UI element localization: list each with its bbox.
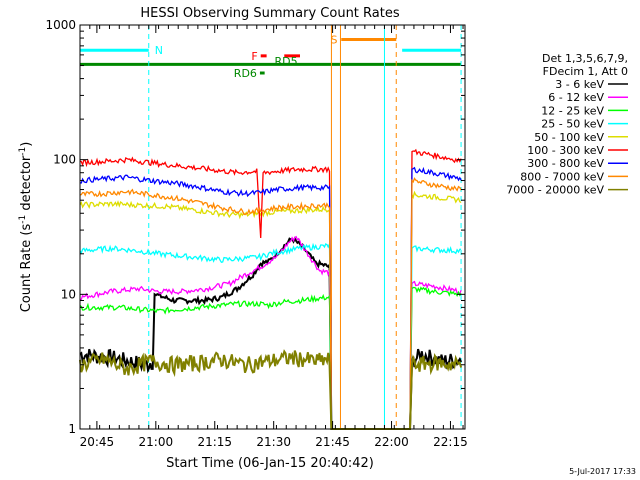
series-line-4	[79, 190, 462, 430]
x-axis-ticks: 20:45 21:00 21:15 21:30 21:45 22:00 22:15	[79, 25, 468, 449]
flag-label-rd5: RD5	[274, 55, 297, 68]
y-tick-label-3: 1000	[45, 18, 76, 32]
series-lines	[79, 148, 463, 430]
legend-header-1: FDecim 1, Att 0	[543, 65, 628, 78]
series-line-1	[79, 235, 462, 430]
flag-label-rd6: RD6	[234, 67, 257, 80]
flag-label-f: F	[251, 50, 257, 63]
series-line-3	[79, 242, 462, 430]
flag-bars: N S F RD5 RD6	[80, 34, 462, 80]
legend-entry-5: 100 - 300 keV	[527, 144, 604, 157]
legend-entry-2: 12 - 25 keV	[541, 104, 604, 117]
legend-entry-8: 7000 - 20000 keV	[506, 184, 604, 197]
legend-entry-1: 6 - 12 keV	[548, 91, 604, 104]
y-tick-label-0: 1	[68, 422, 76, 436]
legend-entry-3: 25 - 50 keV	[541, 118, 604, 131]
plot-frame	[79, 24, 466, 430]
x-tick-label-0: 20:45	[80, 435, 115, 449]
flag-label-n: N	[155, 44, 163, 57]
x-tick-label-5: 22:00	[374, 435, 409, 449]
x-tick-label-3: 21:30	[256, 435, 291, 449]
x-axis-label: Start Time (06-Jan-15 20:40:42)	[166, 456, 374, 471]
series-line-0	[79, 236, 463, 430]
y-tick-label-2: 100	[53, 153, 76, 167]
legend-entry-6: 300 - 800 keV	[527, 157, 604, 170]
legend-entry-4: 50 - 100 keV	[534, 131, 604, 144]
legend-entry-0: 3 - 6 keV	[555, 78, 604, 91]
flag-label-s: S	[330, 34, 337, 47]
y-tick-label-1: 10	[61, 287, 76, 301]
x-tick-label-4: 21:45	[315, 435, 350, 449]
x-tick-label-1: 21:00	[139, 435, 174, 449]
legend-entry-7: 800 - 7000 keV	[520, 170, 604, 183]
y-axis-ticks: 1 10 100 1000	[45, 18, 465, 436]
chart-title: HESSI Observing Summary Count Rates	[140, 6, 399, 21]
y-axis-label: Count Rate (s-1 detector-1)	[18, 142, 34, 313]
x-tick-label-2: 21:15	[197, 435, 232, 449]
legend-header-0: Det 1,3,5,6,7,9,	[542, 52, 628, 65]
footer-date: 5-Jul-2017 17:33	[569, 467, 636, 476]
series-line-6	[79, 166, 462, 430]
x-tick-label-6: 22:15	[433, 435, 468, 449]
legend: Det 1,3,5,6,7,9,FDecim 1, Att 03 - 6 keV…	[506, 52, 628, 197]
